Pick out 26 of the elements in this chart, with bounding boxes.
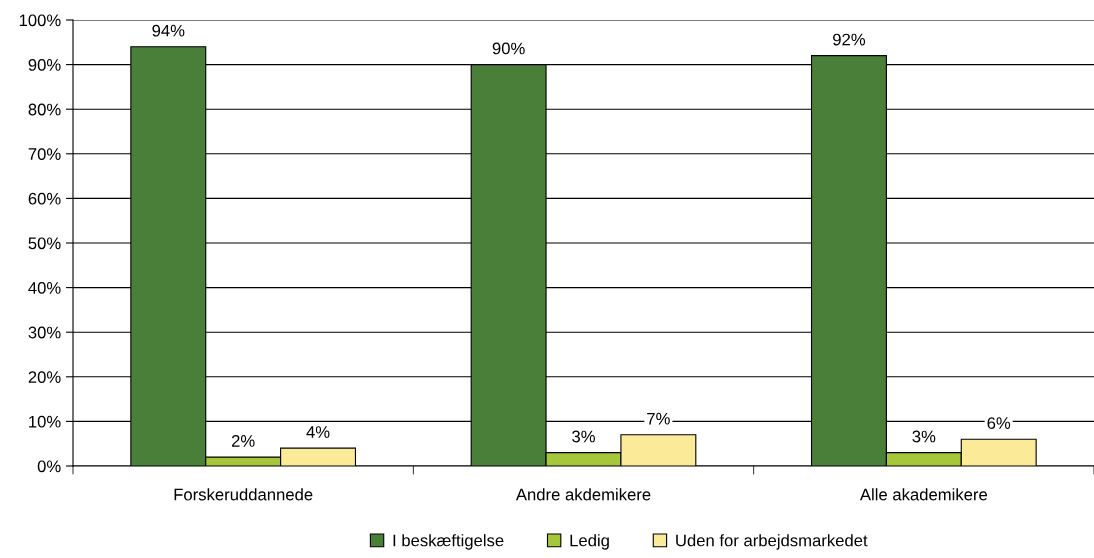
data-label: 6% <box>987 417 1011 429</box>
y-tick-label: 90% <box>28 59 61 71</box>
y-tick-label: 50% <box>28 237 61 250</box>
data-label: 94% <box>152 24 185 37</box>
data-label: 7% <box>647 412 670 425</box>
y-tick-label: 10% <box>29 415 61 428</box>
legend-label: Uden for arbejdsmarkedet <box>676 534 868 550</box>
y-tick-label: 0% <box>37 460 61 473</box>
x-tick-label: Forskeruddannede <box>174 488 313 501</box>
data-label: 3% <box>572 430 595 443</box>
x-tick-label: Alle akademikere <box>859 488 988 501</box>
y-tick-label: 60% <box>28 192 61 205</box>
y-tick-label: 40% <box>28 282 61 294</box>
y-tick-label: 20% <box>28 371 61 383</box>
legend-label: I beskæftigelse <box>393 534 504 550</box>
y-tick-label: 100% <box>19 14 61 27</box>
legend-label: Ledig <box>570 534 609 550</box>
data-label: 3% <box>912 430 936 443</box>
data-label: 92% <box>833 33 866 46</box>
y-tick-label: 70% <box>28 148 61 160</box>
data-label: 2% <box>231 435 255 447</box>
data-label: 90% <box>492 42 525 55</box>
y-tick-label: 80% <box>28 103 61 116</box>
x-tick-label: Andre akdemikere <box>515 488 651 501</box>
data-label: 4% <box>306 426 330 438</box>
y-tick-label: 30% <box>28 326 61 339</box>
